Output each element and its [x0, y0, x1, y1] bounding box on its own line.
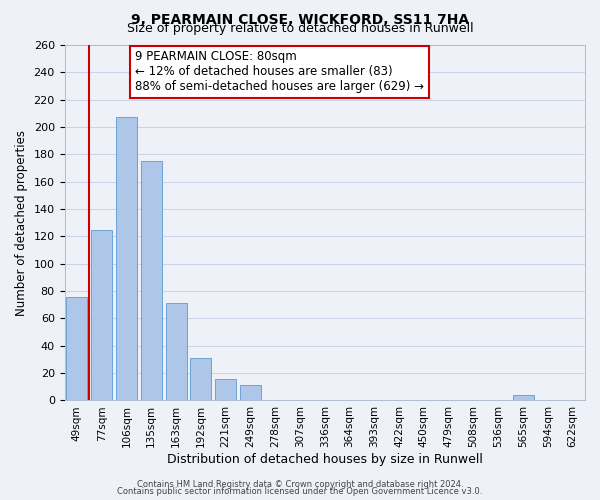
- Text: Contains public sector information licensed under the Open Government Licence v3: Contains public sector information licen…: [118, 487, 482, 496]
- Text: 9, PEARMAIN CLOSE, WICKFORD, SS11 7HA: 9, PEARMAIN CLOSE, WICKFORD, SS11 7HA: [131, 12, 469, 26]
- Text: 9 PEARMAIN CLOSE: 80sqm
← 12% of detached houses are smaller (83)
88% of semi-de: 9 PEARMAIN CLOSE: 80sqm ← 12% of detache…: [135, 50, 424, 94]
- Text: Size of property relative to detached houses in Runwell: Size of property relative to detached ho…: [127, 22, 473, 35]
- Text: Contains HM Land Registry data © Crown copyright and database right 2024.: Contains HM Land Registry data © Crown c…: [137, 480, 463, 489]
- Y-axis label: Number of detached properties: Number of detached properties: [15, 130, 28, 316]
- Bar: [141, 161, 162, 400]
- Bar: [190, 358, 211, 401]
- Bar: [240, 386, 261, 400]
- Bar: [91, 230, 112, 400]
- X-axis label: Distribution of detached houses by size in Runwell: Distribution of detached houses by size …: [167, 453, 483, 466]
- Bar: [512, 395, 533, 400]
- Bar: [166, 304, 187, 400]
- Bar: [215, 378, 236, 400]
- Bar: [116, 118, 137, 401]
- Bar: [67, 296, 88, 401]
